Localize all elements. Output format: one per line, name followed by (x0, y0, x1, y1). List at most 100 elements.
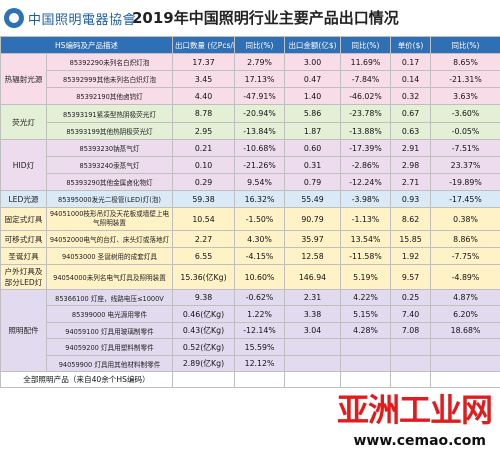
value-cell-qty-yoy: -21.26% (234, 156, 285, 174)
product-cell: 85392999其他未列名白炽灯泡 (46, 70, 173, 88)
value-cell-amt: 0.79 (284, 173, 341, 191)
value-cell-qty-yoy: 4.30% (234, 230, 285, 248)
value-cell-price: 2.98 (390, 156, 431, 174)
value-cell-price: 0.14 (390, 70, 431, 88)
value-cell-price-yoy: 18.68% (430, 322, 500, 339)
value-cell-price-yoy: -17.45% (430, 190, 500, 208)
value-cell-amt: 1.87 (284, 122, 341, 140)
value-cell-qty: 0.52(亿Kg) (172, 338, 235, 356)
value-cell-amt: 146.94 (284, 264, 341, 290)
value-cell-qty: 0.29 (172, 173, 235, 191)
value-cell-amt-yoy: -3.98% (340, 190, 391, 208)
value-cell-qty: 2.89(亿Kg) (172, 355, 235, 372)
table-row: 荧光灯 85393191紧凑型热阴极荧光灯 8.78 -20.94% 5.86 -23.7… (0, 104, 500, 140)
value-cell-amt-yoy: 4.28% (340, 322, 391, 339)
value-cell-amt-yoy: -23.78% (340, 104, 391, 123)
value-cell-qty-yoy: -47.91% (234, 87, 285, 105)
watermark-url: www.cemao.com (353, 433, 487, 449)
table-row: 85392999其他未列名白炽灯泡 3.45 17.13% 0.47 -7.84% 0.1… (1, 70, 500, 88)
table-row: 94059900 灯具用其他材料制零件 2.89(亿Kg) 12.12% (1, 355, 500, 372)
column-header: HS编码及产品描述 (0, 36, 173, 54)
value-cell-price: 0.25 (390, 289, 431, 306)
total-row: 全部照明产品（来自40余个HS编码） (0, 371, 500, 388)
logo-emblem-icon (4, 8, 24, 28)
value-cell-amt-yoy: 4.22% (340, 289, 391, 306)
value-cell-amt: 0.31 (284, 156, 341, 174)
value-cell-price: 9.57 (390, 264, 431, 290)
value-cell-amt: 12.58 (284, 247, 341, 265)
value-cell-price-yoy: -19.89% (430, 173, 500, 191)
group-label: 热辐射光源 (0, 53, 47, 105)
value-cell-qty: 8.78 (172, 104, 235, 123)
value-cell-price-yoy: 0.38% (430, 207, 500, 231)
group-label: LED光源 (0, 190, 47, 208)
group-label: 可移式灯具 (0, 230, 47, 248)
table-row: 85393199其他热阴极荧光灯 2.95 -13.84% 1.87 -13.88% 0.… (1, 122, 500, 140)
product-cell: 94051000枝形吊灯及天花板或墙壁上电气照明装置 (46, 207, 173, 231)
total-cell-qty (172, 371, 235, 388)
value-cell-price: 0.67 (390, 104, 431, 123)
value-cell-price-yoy: -7.75% (430, 247, 500, 265)
column-header: 同比(%) (430, 36, 500, 54)
value-cell-amt: 5.86 (284, 104, 341, 123)
value-cell-price (390, 338, 431, 356)
column-header: 出口金额(亿$) (284, 36, 341, 54)
product-cell: 85393240汞蒸气灯 (46, 156, 173, 174)
value-cell-price-yoy: -7.51% (430, 139, 500, 157)
value-cell-amt-yoy: -11.58% (340, 247, 391, 265)
watermark-text: 亚洲工业网 (336, 391, 493, 429)
product-cell: 85393230钠蒸气灯 (46, 139, 173, 157)
value-cell-price-yoy: 3.63% (430, 87, 500, 105)
table-body: 热辐射光源 85392290未列名白炽灯泡 17.37 2.79% 3.00 11.69%… (0, 53, 500, 388)
total-cell-amt (284, 371, 341, 388)
table-row: HID灯 85393230钠蒸气灯 0.21 -10.68% 0.60 -17.39% 2.… (0, 139, 500, 191)
group-label: 圣诞灯具 (0, 247, 47, 265)
total-cell-price-yoy (430, 371, 500, 388)
value-cell-qty: 9.38 (172, 289, 235, 306)
value-cell-qty: 6.55 (172, 247, 235, 265)
value-cell-amt-yoy: -13.88% (340, 122, 391, 140)
value-cell-amt: 3.38 (284, 305, 341, 323)
column-header: 出口数量 (亿Pcs/Kg) (172, 36, 235, 54)
value-cell-qty-yoy: 12.12% (234, 355, 285, 372)
product-cell: 94054000未列名电气灯具及照明装置 (46, 264, 173, 290)
table-row: 照明配件 85366100 灯座，线路电压≤1000V 9.38 -0.62% 2.31… (0, 289, 500, 372)
value-cell-amt: 1.40 (284, 87, 341, 105)
value-cell-amt: 35.97 (284, 230, 341, 248)
value-cell-amt (284, 355, 341, 372)
product-cell: 85395000发光二极管(LED)灯(泡) (46, 190, 173, 208)
value-cell-qty-yoy: -0.62% (234, 289, 285, 306)
value-cell-price-yoy: 8.65% (430, 53, 500, 71)
group-label: HID灯 (0, 139, 47, 191)
value-cell-amt-yoy: -46.02% (340, 87, 391, 105)
value-cell-amt: 2.31 (284, 289, 341, 306)
value-cell-price-yoy: 4.87% (430, 289, 500, 306)
table-row: 圣诞灯具 94053000 圣诞树用的成套灯具 6.55 -4.15% 12.58 -11… (0, 247, 500, 265)
value-cell-amt: 0.60 (284, 139, 341, 157)
page-title: 2019年中国照明行业主要产品出口情况 (132, 9, 399, 27)
value-cell-amt (284, 338, 341, 356)
product-cell: 85393199其他热阴极荧光灯 (46, 122, 173, 140)
value-cell-amt-yoy (340, 338, 391, 356)
value-cell-qty-yoy: 9.54% (234, 173, 285, 191)
value-cell-price: 2.71 (390, 173, 431, 191)
export-table: HS编码及产品描述 出口数量 (亿Pcs/Kg) 同比(%) 出口金额(亿$) … (0, 36, 500, 388)
value-cell-qty-yoy: 1.22% (234, 305, 285, 323)
table-row: 85393240汞蒸气灯 0.10 -21.26% 0.31 -2.86% 2.98 23.… (1, 156, 500, 174)
value-cell-qty: 17.37 (172, 53, 235, 71)
value-cell-amt-yoy (340, 355, 391, 372)
table-row: 85399000 电光源用零件 0.46(亿Kg) 1.22% 3.38 5.15% 7.… (1, 305, 500, 323)
value-cell-qty: 2.95 (172, 122, 235, 140)
value-cell-price: 7.08 (390, 322, 431, 339)
value-cell-amt-yoy: -12.24% (340, 173, 391, 191)
value-cell-price-yoy: 23.37% (430, 156, 500, 174)
value-cell-qty: 0.46(亿Kg) (172, 305, 235, 323)
value-cell-price: 1.92 (390, 247, 431, 265)
table-row: 85392190其他卤钨灯 4.40 -47.91% 1.40 -46.02% 0.32 3… (1, 87, 500, 105)
value-cell-price-yoy: -4.89% (430, 264, 500, 290)
table-row: 可移式灯具 94052000电气的台灯、床头灯或落地灯 2.27 4.30% 35.97… (0, 230, 500, 248)
value-cell-amt-yoy: 5.15% (340, 305, 391, 323)
group-label: 户外灯具及部分LED灯 (0, 264, 47, 290)
value-cell-qty-yoy: 2.79% (234, 53, 285, 71)
group-label: 照明配件 (0, 289, 47, 372)
